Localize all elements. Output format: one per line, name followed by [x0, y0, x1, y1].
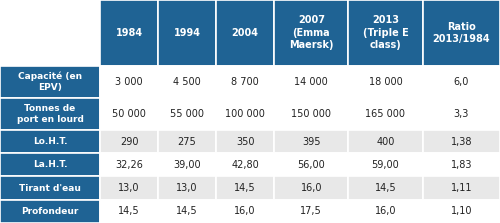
Bar — [0, 200, 100, 223]
Text: Tirant d'eau: Tirant d'eau — [19, 184, 81, 193]
Text: 350: 350 — [236, 137, 255, 147]
Bar — [100, 200, 158, 223]
Bar — [216, 66, 274, 98]
Bar — [0, 98, 100, 130]
Bar — [158, 130, 216, 153]
Bar — [422, 200, 500, 223]
Text: La.H.T.: La.H.T. — [32, 160, 67, 169]
Bar — [348, 200, 422, 223]
Bar — [422, 66, 500, 98]
Bar — [274, 130, 348, 153]
Text: 56,00: 56,00 — [298, 160, 325, 170]
Bar — [100, 153, 158, 176]
Text: 400: 400 — [376, 137, 394, 147]
Text: Capacité (en
EPV): Capacité (en EPV) — [18, 71, 82, 92]
Bar — [422, 176, 500, 200]
Text: 1,10: 1,10 — [450, 206, 472, 216]
Bar — [100, 130, 158, 153]
Text: 1,11: 1,11 — [450, 183, 472, 193]
Bar — [348, 98, 422, 130]
Text: 13,0: 13,0 — [118, 183, 140, 193]
Bar — [348, 66, 422, 98]
Bar — [216, 200, 274, 223]
Bar — [0, 66, 100, 98]
Text: 14,5: 14,5 — [234, 183, 256, 193]
Text: 4 500: 4 500 — [173, 77, 201, 87]
Bar — [0, 130, 100, 153]
Bar — [158, 153, 216, 176]
Bar — [274, 0, 348, 66]
Bar — [216, 98, 274, 130]
Text: 2007
(Emma
Maersk): 2007 (Emma Maersk) — [289, 15, 334, 50]
Text: 16,0: 16,0 — [234, 206, 256, 216]
Text: 14,5: 14,5 — [374, 183, 396, 193]
Bar — [100, 98, 158, 130]
Bar — [158, 0, 216, 66]
Bar — [0, 153, 100, 176]
Text: 1,38: 1,38 — [450, 137, 472, 147]
Text: 395: 395 — [302, 137, 320, 147]
Text: 39,00: 39,00 — [174, 160, 201, 170]
Text: 8 700: 8 700 — [232, 77, 259, 87]
Text: Ratio
2013/1984: Ratio 2013/1984 — [432, 22, 490, 44]
Text: 14,5: 14,5 — [176, 206, 198, 216]
Bar — [158, 98, 216, 130]
Bar — [0, 0, 100, 66]
Bar — [100, 0, 158, 66]
Bar — [422, 98, 500, 130]
Text: Lo.H.T.: Lo.H.T. — [32, 137, 67, 146]
Bar — [348, 130, 422, 153]
Bar — [0, 176, 100, 200]
Bar — [274, 98, 348, 130]
Bar — [422, 130, 500, 153]
Bar — [216, 130, 274, 153]
Bar — [274, 153, 348, 176]
Bar — [422, 153, 500, 176]
Bar — [100, 66, 158, 98]
Bar — [216, 176, 274, 200]
Bar — [216, 0, 274, 66]
Text: 1984: 1984 — [116, 28, 142, 38]
Bar — [158, 66, 216, 98]
Text: 18 000: 18 000 — [368, 77, 402, 87]
Text: 6,0: 6,0 — [454, 77, 469, 87]
Text: 16,0: 16,0 — [374, 206, 396, 216]
Bar — [274, 66, 348, 98]
Text: 13,0: 13,0 — [176, 183, 198, 193]
Text: 14,5: 14,5 — [118, 206, 140, 216]
Text: 32,26: 32,26 — [115, 160, 143, 170]
Bar — [274, 200, 348, 223]
Text: 1994: 1994 — [174, 28, 201, 38]
Bar — [422, 0, 500, 66]
Text: 150 000: 150 000 — [292, 109, 332, 119]
Bar — [348, 153, 422, 176]
Text: 59,00: 59,00 — [372, 160, 400, 170]
Text: 42,80: 42,80 — [232, 160, 259, 170]
Text: 16,0: 16,0 — [300, 183, 322, 193]
Text: 1,83: 1,83 — [450, 160, 472, 170]
Text: 17,5: 17,5 — [300, 206, 322, 216]
Bar — [100, 176, 158, 200]
Text: 3 000: 3 000 — [115, 77, 143, 87]
Text: 3,3: 3,3 — [454, 109, 469, 119]
Text: 2004: 2004 — [232, 28, 258, 38]
Bar — [348, 0, 422, 66]
Text: Tonnes de
port en lourd: Tonnes de port en lourd — [16, 104, 84, 124]
Text: 290: 290 — [120, 137, 139, 147]
Text: 14 000: 14 000 — [294, 77, 328, 87]
Text: 55 000: 55 000 — [170, 109, 204, 119]
Text: 165 000: 165 000 — [366, 109, 406, 119]
Bar — [348, 176, 422, 200]
Bar — [158, 176, 216, 200]
Text: 50 000: 50 000 — [112, 109, 146, 119]
Text: 275: 275 — [178, 137, 197, 147]
Text: 100 000: 100 000 — [225, 109, 265, 119]
Bar — [274, 176, 348, 200]
Text: Profondeur: Profondeur — [22, 207, 78, 216]
Bar — [216, 153, 274, 176]
Text: 2013
(Triple E
class): 2013 (Triple E class) — [362, 15, 408, 50]
Bar — [158, 200, 216, 223]
